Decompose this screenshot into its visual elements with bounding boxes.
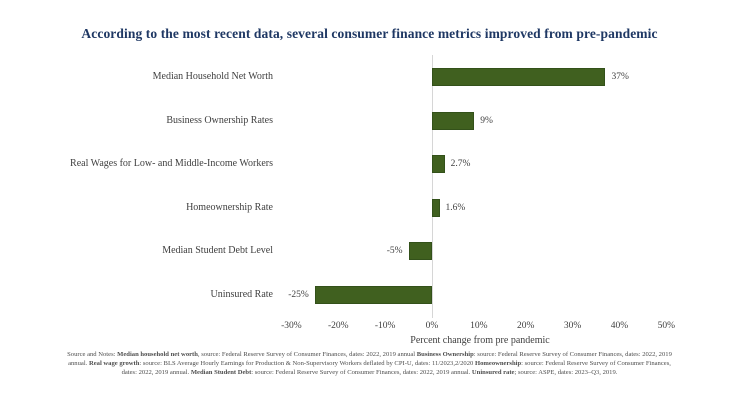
source-note-term: Business Ownership xyxy=(416,351,474,358)
x-tick-label: 50% xyxy=(657,321,676,331)
source-note-term: Uninsured rate xyxy=(471,369,515,376)
source-note-text: : source: Federal Reserve Survey of Cons… xyxy=(251,369,472,376)
chart-title: According to the most recent data, sever… xyxy=(81,26,658,41)
source-note-text: , source: Federal Reserve Survey of Cons… xyxy=(197,351,417,358)
category-label: Business Ownership Rates xyxy=(166,114,273,126)
source-note-text: Source and Notes: xyxy=(67,351,118,358)
bar xyxy=(408,242,432,261)
x-tick-label: -10% xyxy=(374,321,396,331)
zero-axis-line xyxy=(432,55,433,318)
source-note-text: : source: BLS Average Hourly Earnings fo… xyxy=(139,360,475,367)
bar xyxy=(432,155,445,174)
source-note-term: Median Student Debt xyxy=(190,369,252,376)
category-label: Real Wages for Low- and Middle-Income Wo… xyxy=(70,158,273,170)
category-label: Median Household Net Worth xyxy=(152,71,273,82)
source-notes: Source and Notes: Median household net w… xyxy=(67,350,672,377)
category-label: Homeownership Rate xyxy=(186,201,273,213)
x-tick-label: -30% xyxy=(281,321,302,331)
source-note-term: Median household net worth xyxy=(117,351,198,358)
value-label: 1.6% xyxy=(445,202,466,213)
source-note-term: Homeownership xyxy=(474,360,522,367)
bar xyxy=(432,68,606,86)
x-axis-title: Percent change from pre pandemic xyxy=(410,335,550,346)
source-note-term: Real wage growth xyxy=(88,360,140,367)
x-tick-label: 10% xyxy=(470,321,488,331)
value-label: 37% xyxy=(611,72,629,82)
x-tick-label: 20% xyxy=(517,321,535,331)
bar xyxy=(432,198,440,217)
bar xyxy=(432,111,475,130)
category-label: Median Student Debt Level xyxy=(162,245,273,257)
x-tick-label: 0% xyxy=(425,321,439,331)
value-label: -5% xyxy=(386,246,403,257)
x-tick-label: 30% xyxy=(563,321,582,331)
value-label: -25% xyxy=(288,290,309,300)
bar xyxy=(314,286,432,304)
source-note-text: : source: Federal Reserve Survey of Cons… xyxy=(68,351,672,367)
source-note-text: ; source: ASPE, dates: 2023–Q3, 2019. xyxy=(514,369,618,376)
category-label: Uninsured Rate xyxy=(210,289,274,300)
x-tick-label: 40% xyxy=(610,321,629,331)
value-label: 2.7% xyxy=(450,159,471,170)
source-note-text: : source: Federal Reserve Survey of Cons… xyxy=(121,360,671,376)
value-label: 9% xyxy=(480,115,493,126)
x-tick-label: -20% xyxy=(327,321,349,331)
